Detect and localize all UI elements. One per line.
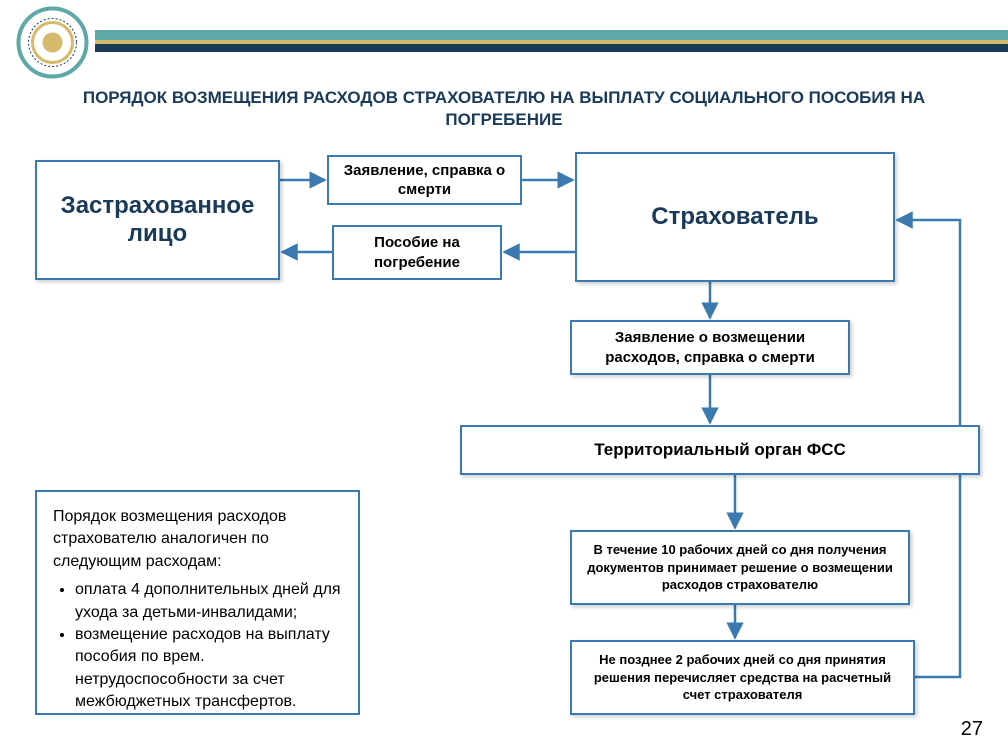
note-analogous-procedure: Порядок возмещения расходов страхователю… [35,490,360,715]
fss-logo [15,5,90,80]
box-insurer: Страхователь [575,152,895,282]
territorial-label: Территориальный орган ФСС [594,439,846,461]
box-funeral-benefit: Пособие на погребение [332,225,502,280]
within2-label: Не позднее 2 рабочих дней со дня приняти… [584,651,901,704]
note-item-1: оплата 4 дополнительных дней для ухода з… [75,579,342,624]
app-death-label: Заявление, справка о смерти [341,161,508,200]
insurer-label: Страхователь [651,203,818,231]
note-intro: Порядок возмещения расходов страхователю… [53,506,342,573]
page-number: 27 [961,718,983,741]
box-application-death-cert: Заявление, справка о смерти [327,155,522,205]
benefit-label: Пособие на погребение [346,233,488,272]
box-decision-10days: В течение 10 рабочих дней со дня получен… [570,530,910,605]
box-territorial-fss: Территориальный орган ФСС [460,425,980,475]
page-title: ПОРЯДОК ВОЗМЕЩЕНИЯ РАСХОДОВ СТРАХОВАТЕЛЮ… [50,87,958,131]
note-item-2: возмещение расходов на выплату пособия п… [75,624,342,714]
box-insured-person: Застрахованное лицо [35,160,280,280]
insured-label: Застрахованное лицо [49,192,266,248]
reimb-app-label: Заявление о возмещении расходов, справка… [584,328,836,367]
within10-label: В течение 10 рабочих дней со дня получен… [584,541,896,594]
box-transfer-2days: Не позднее 2 рабочих дней со дня приняти… [570,640,915,715]
box-reimbursement-application: Заявление о возмещении расходов, справка… [570,320,850,375]
